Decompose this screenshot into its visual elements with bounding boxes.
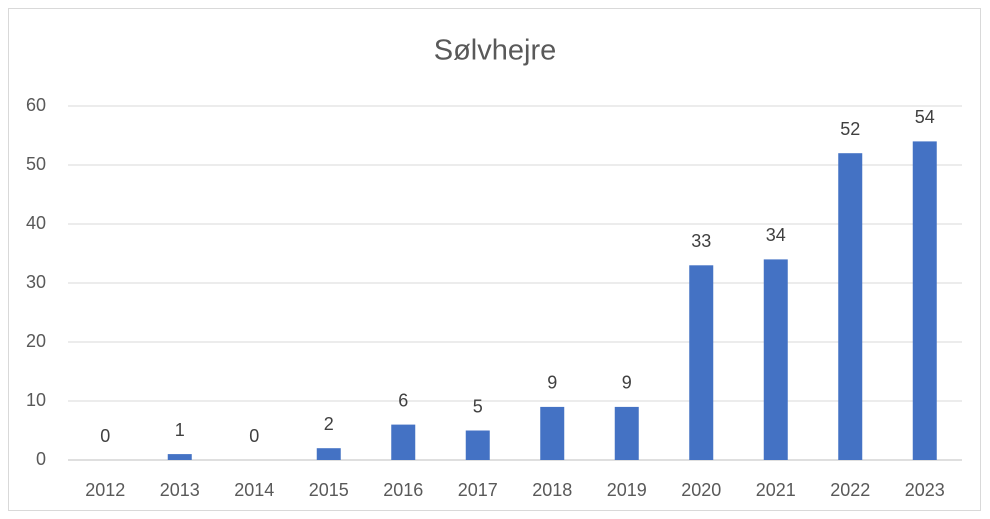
y-tick-label: 20	[26, 331, 46, 351]
bar	[391, 424, 416, 460]
bar	[465, 430, 490, 460]
y-tick-label: 40	[26, 213, 46, 233]
x-tick-label: 2012	[85, 480, 125, 500]
x-tick-label: 2021	[756, 480, 796, 500]
data-label: 1	[175, 420, 185, 440]
bar	[614, 406, 639, 460]
data-label: 33	[691, 231, 711, 251]
bar	[167, 454, 192, 460]
data-label: 0	[100, 426, 110, 446]
data-label: 0	[249, 426, 259, 446]
x-tick-label: 2018	[532, 480, 572, 500]
data-label: 52	[840, 119, 860, 139]
data-label: 9	[547, 373, 557, 393]
data-label: 6	[398, 390, 408, 410]
x-tick-label: 2019	[607, 480, 647, 500]
x-tick-label: 2023	[905, 480, 945, 500]
x-tick-label: 2013	[160, 480, 200, 500]
bar	[763, 259, 788, 460]
data-label: 9	[622, 373, 632, 393]
data-label: 2	[324, 414, 334, 434]
bar	[540, 406, 565, 460]
x-tick-label: 2015	[309, 480, 349, 500]
chart-frame	[8, 8, 981, 511]
y-tick-label: 50	[26, 154, 46, 174]
bar	[689, 265, 714, 460]
y-tick-label: 10	[26, 390, 46, 410]
x-tick-label: 2020	[681, 480, 721, 500]
data-label: 34	[766, 225, 786, 245]
x-tick-label: 2022	[830, 480, 870, 500]
y-tick-label: 60	[26, 95, 46, 115]
bar	[316, 448, 341, 460]
y-tick-label: 30	[26, 272, 46, 292]
data-label: 5	[473, 396, 483, 416]
x-tick-label: 2016	[383, 480, 423, 500]
bar	[912, 141, 937, 460]
bar	[838, 153, 863, 460]
chart-title: Sølvhejre	[434, 35, 557, 67]
data-label: 54	[915, 107, 935, 127]
x-tick-label: 2017	[458, 480, 498, 500]
y-tick-label: 0	[36, 449, 46, 469]
x-tick-label: 2014	[234, 480, 274, 500]
